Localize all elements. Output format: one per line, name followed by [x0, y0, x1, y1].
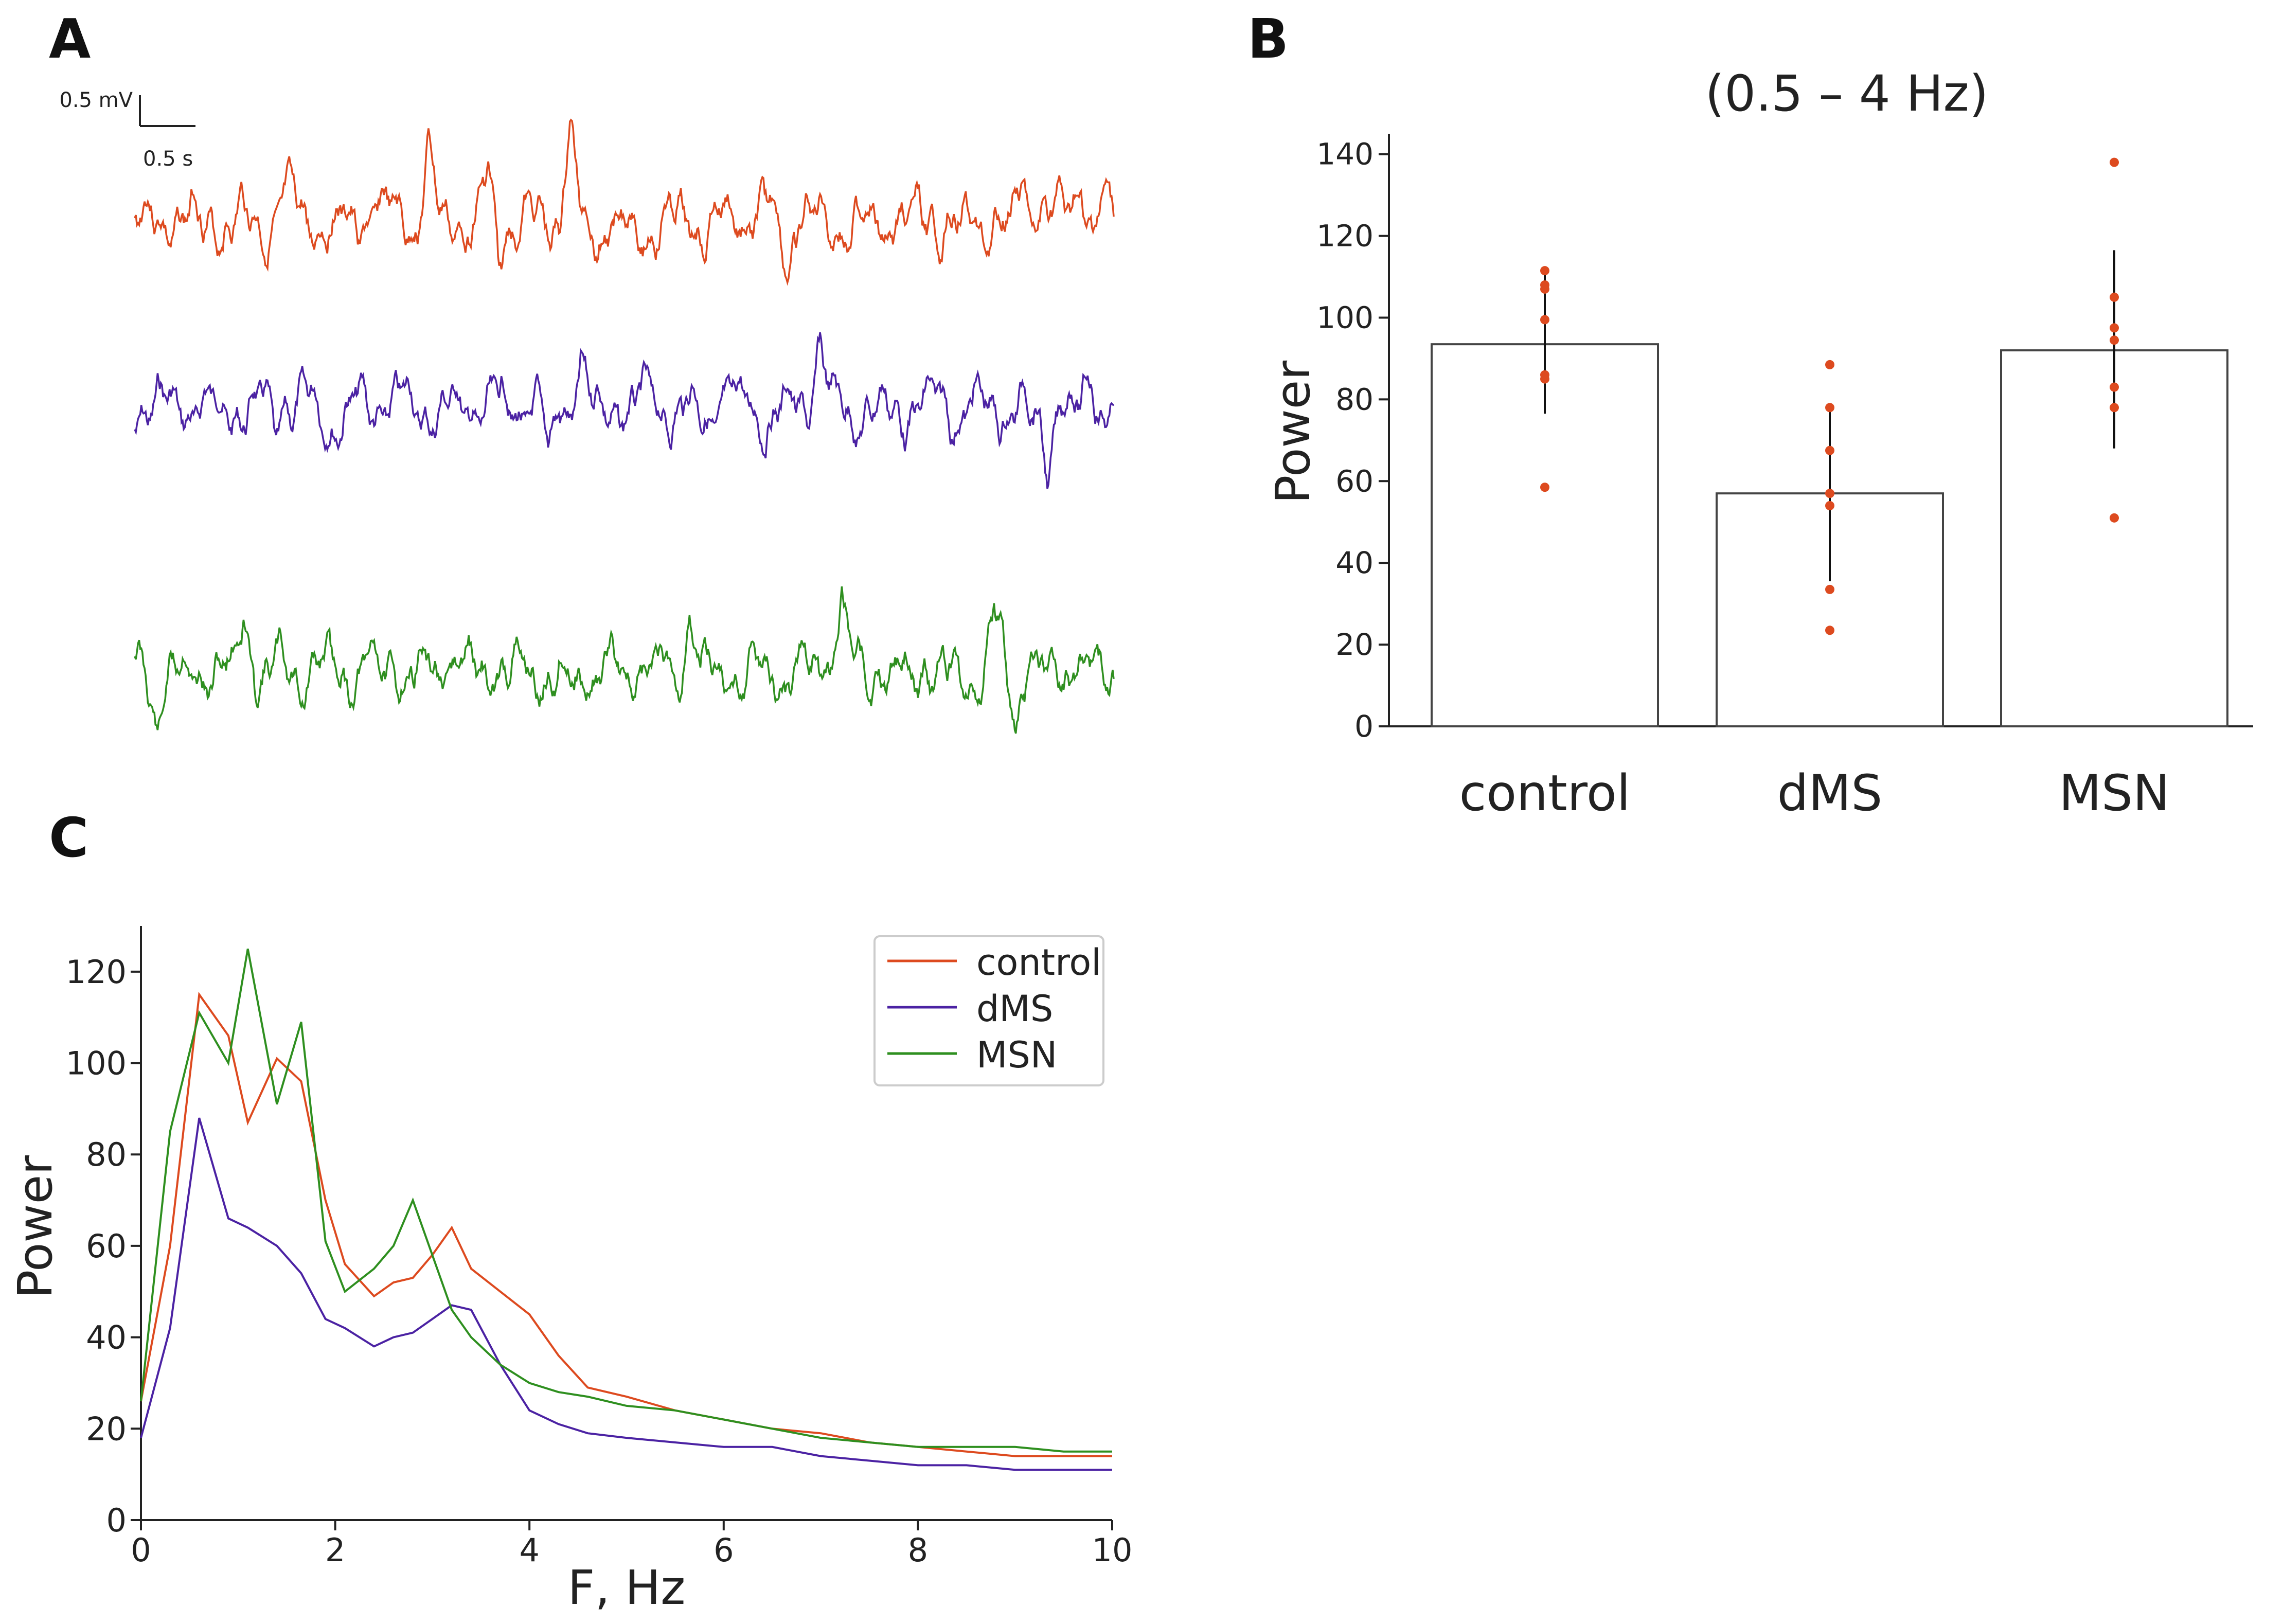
- data-point-msn: [2110, 157, 2119, 167]
- panel-label-a: A: [49, 8, 91, 70]
- trace-panel: [134, 118, 1115, 734]
- bar-category-label-msn: MSN: [2059, 764, 2170, 822]
- spectrum-y-tick-label: 20: [86, 1410, 127, 1448]
- spectrum-x-tick-label: 10: [1092, 1531, 1133, 1569]
- bar-category-label-control: control: [1459, 764, 1631, 822]
- spectrum-y-axis-label: Power: [8, 1155, 63, 1298]
- data-point-control: [1540, 374, 1549, 384]
- trace-msn: [134, 586, 1115, 734]
- data-point-dms: [1825, 501, 1834, 510]
- spectrum-lines: [140, 949, 1112, 1471]
- bar-category-label-dms: dMS: [1777, 764, 1883, 822]
- bar-y-tick-label: 60: [1335, 463, 1374, 498]
- spectrum-x-tick-label: 4: [519, 1531, 539, 1569]
- legend: control dMS MSN: [873, 935, 1104, 1086]
- data-point-msn: [2110, 323, 2119, 333]
- spectrum-y-ticks: 0 20 40 60 80 100 120: [66, 953, 141, 1539]
- bar-y-tick-label: 100: [1316, 300, 1374, 335]
- bar-y-axis-label: Power: [1265, 361, 1321, 504]
- data-point-msn: [2110, 292, 2119, 302]
- bar-category-labels: control dMS MSN: [1459, 764, 2170, 822]
- spectrum-x-axis-label: F, Hz: [568, 1560, 686, 1615]
- spectrum-y-tick-label: 80: [86, 1136, 127, 1173]
- trace-control: [134, 118, 1115, 286]
- bar-y-ticks: 0 20 40 60 80 100 120 140: [1316, 137, 1389, 744]
- spectrum-y-tick-label: 0: [106, 1502, 127, 1539]
- legend-label-control: control: [976, 941, 1101, 984]
- legend-label-dms: dMS: [976, 988, 1053, 1030]
- legend-box: [873, 935, 1104, 1086]
- data-point-dms: [1825, 584, 1834, 594]
- data-point-dms: [1825, 403, 1834, 413]
- data-point-dms: [1825, 445, 1834, 455]
- spectrum-x-tick-label: 8: [908, 1531, 928, 1569]
- bar-y-tick-label: 0: [1354, 709, 1374, 744]
- data-point-msn: [2110, 513, 2119, 523]
- spectrum-line-msn: [140, 949, 1112, 1453]
- data-point-msn: [2110, 403, 2119, 413]
- spectrum-x-tick-label: 6: [714, 1531, 734, 1569]
- spectrum-y-tick-label: 120: [66, 953, 127, 991]
- bar-y-tick-label: 120: [1316, 219, 1374, 254]
- spectrum-y-tick-label: 40: [86, 1319, 127, 1357]
- legend-label-msn: MSN: [976, 1034, 1057, 1076]
- scale-bar-voltage-label: 0.5 mV: [59, 88, 133, 112]
- bar-chart-title: (0.5 – 4 Hz): [1705, 65, 1989, 122]
- spectrum-x-ticks: 0 2 4 6 8 10: [131, 1520, 1132, 1569]
- spectrum-y-tick-label: 100: [66, 1045, 127, 1082]
- data-point-dms: [1825, 626, 1834, 635]
- panel-label-b: B: [1247, 8, 1289, 70]
- data-point-dms: [1825, 489, 1834, 498]
- bar-bars: [1431, 157, 2228, 727]
- bar-chart: (0.5 – 4 Hz) Power 0 20 40 60 80 100 120 140 co…: [1265, 65, 2253, 822]
- bar-y-tick-label: 20: [1335, 627, 1374, 662]
- spectrum-line-dms: [140, 1117, 1112, 1471]
- data-point-msn: [2110, 382, 2119, 392]
- spectrum-y-tick-label: 60: [86, 1227, 127, 1265]
- scale-bar-time-label: 0.5 s: [143, 147, 193, 171]
- panel-label-c: C: [49, 807, 88, 869]
- bar-y-tick-label: 140: [1316, 137, 1374, 172]
- bar-y-tick-label: 80: [1335, 382, 1374, 417]
- scale-bar: 0.5 mV 0.5 s: [59, 88, 195, 171]
- spectrum-chart: Power F, Hz 0 20 40 60 80 100 120 0 2 4 6 8 10 cont…: [8, 926, 1132, 1615]
- spectrum-x-tick-label: 2: [325, 1531, 345, 1569]
- trace-dms: [134, 332, 1115, 489]
- data-point-control: [1540, 315, 1549, 325]
- data-point-msn: [2110, 335, 2119, 345]
- data-point-control: [1540, 266, 1549, 276]
- bar-y-tick-label: 40: [1335, 545, 1374, 580]
- spectrum-x-tick-label: 0: [131, 1531, 151, 1569]
- data-point-control: [1540, 483, 1549, 492]
- data-point-dms: [1825, 360, 1834, 369]
- data-point-control: [1540, 284, 1549, 294]
